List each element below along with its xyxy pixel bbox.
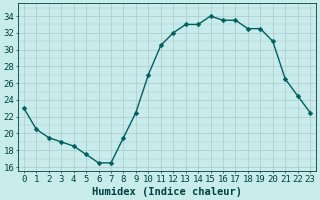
X-axis label: Humidex (Indice chaleur): Humidex (Indice chaleur) bbox=[92, 186, 242, 197]
